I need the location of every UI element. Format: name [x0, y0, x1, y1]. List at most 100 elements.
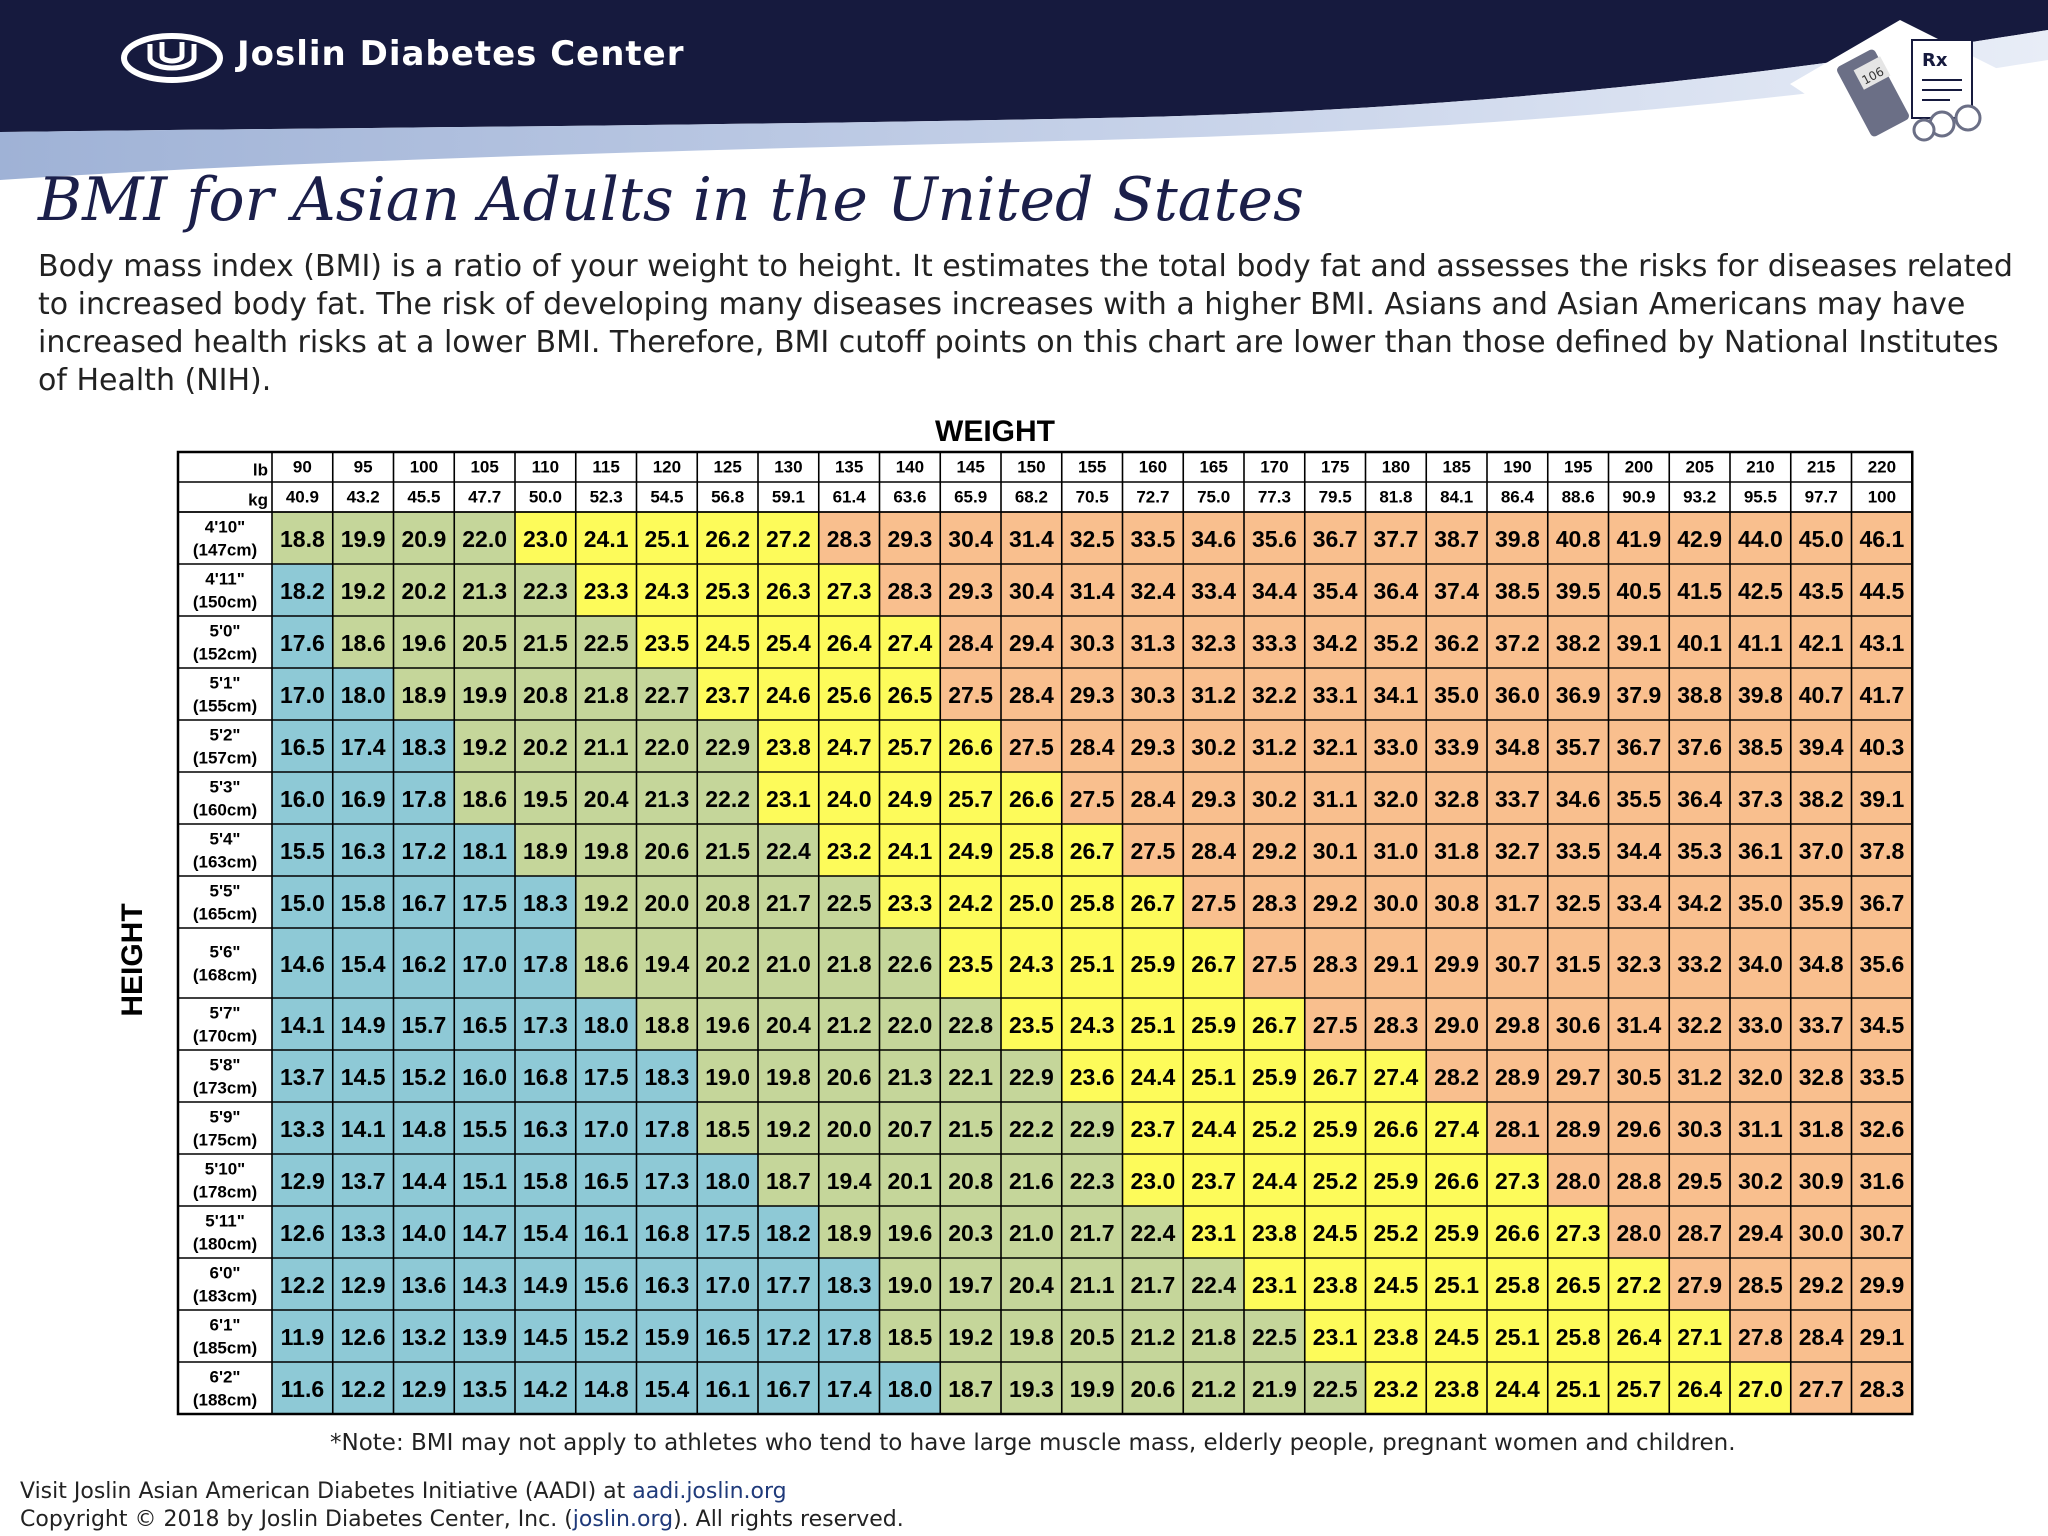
- bmi-cell: [1061, 668, 1123, 720]
- bmi-value: 19.2: [948, 1324, 993, 1350]
- bmi-value: 20.4: [766, 1012, 811, 1038]
- bmi-value: 21.3: [462, 578, 507, 604]
- bmi-cell: [697, 512, 758, 564]
- bmi-value: 18.7: [766, 1168, 811, 1194]
- bmi-value: 21.9: [1252, 1376, 1297, 1402]
- bmi-value: 13.7: [280, 1064, 325, 1090]
- height-cm-label: (170cm): [193, 1027, 257, 1046]
- bmi-value: 26.6: [1009, 786, 1054, 812]
- bmi-value: 18.1: [462, 838, 507, 864]
- bmi-cell: [1851, 1154, 1913, 1206]
- bmi-value: 34.2: [1313, 630, 1358, 656]
- bmi-value: 29.5: [1677, 1168, 1722, 1194]
- bmi-cell: [758, 616, 819, 668]
- bmi-cell: [1061, 512, 1123, 564]
- bmi-cell: [1487, 616, 1548, 668]
- bmi-cell: [697, 668, 758, 720]
- bmi-cell: [1365, 1102, 1427, 1154]
- height-ft-label: 5'9": [209, 1108, 240, 1127]
- bmi-cell: [393, 1258, 455, 1310]
- bmi-value: 28.3: [827, 526, 872, 552]
- bmi-cell: [1183, 928, 1244, 998]
- bmi-cell: [879, 772, 941, 824]
- weight-kg-label: 52.3: [590, 488, 623, 507]
- bmi-cell: [697, 564, 758, 616]
- bmi-cell: [1487, 772, 1548, 824]
- bmi-value: 31.8: [1434, 838, 1479, 864]
- bmi-cell: [1244, 720, 1305, 772]
- bmi-cell: [575, 772, 637, 824]
- bmi-value: 15.6: [584, 1272, 629, 1298]
- bmi-cell: [515, 772, 576, 824]
- bmi-value: 27.1: [1677, 1324, 1722, 1350]
- bmi-value: 13.3: [341, 1220, 386, 1246]
- bmi-cell: [1365, 1310, 1427, 1362]
- bmi-cell: [940, 998, 1001, 1050]
- bmi-value: 35.9: [1799, 890, 1844, 916]
- bmi-cell: [332, 876, 394, 928]
- bmi-value: 22.6: [887, 951, 932, 977]
- joslin-link[interactable]: joslin.org: [572, 1507, 674, 1532]
- bmi-value: 29.9: [1434, 951, 1479, 977]
- bmi-value: 17.2: [766, 1324, 811, 1350]
- bmi-cell: [1122, 668, 1184, 720]
- bmi-cell: [1547, 1154, 1609, 1206]
- bmi-value: 18.5: [705, 1116, 750, 1142]
- height-cm-label: (150cm): [193, 593, 257, 612]
- bmi-value: 33.0: [1373, 734, 1418, 760]
- weight-kg-label: 59.1: [772, 488, 805, 507]
- bmi-cell: [940, 616, 1001, 668]
- bmi-cell: [1669, 1050, 1730, 1102]
- bmi-cell: [1244, 876, 1305, 928]
- bmi-cell: [1183, 1102, 1244, 1154]
- bmi-value: 25.1: [1556, 1376, 1601, 1402]
- bmi-cell: [758, 1102, 819, 1154]
- bmi-value: 20.0: [644, 890, 689, 916]
- bmi-value: 25.4: [766, 630, 811, 656]
- bmi-value: 27.5: [1252, 951, 1297, 977]
- bmi-value: 27.3: [827, 578, 872, 604]
- bmi-value: 23.0: [523, 526, 568, 552]
- weight-lb-label: 190: [1503, 458, 1531, 477]
- bmi-cell: [1851, 1102, 1913, 1154]
- bmi-cell: [1122, 772, 1184, 824]
- bmi-value: 34.6: [1556, 786, 1601, 812]
- bmi-value: 26.6: [1373, 1116, 1418, 1142]
- bmi-value: 25.1: [1191, 1064, 1236, 1090]
- bmi-cell: [636, 720, 698, 772]
- bmi-cell: [575, 824, 637, 876]
- bmi-cell: [818, 1310, 880, 1362]
- bmi-value: 14.6: [280, 951, 325, 977]
- bmi-cell: [454, 720, 515, 772]
- bmi-value: 20.5: [462, 630, 507, 656]
- aadi-link[interactable]: aadi.joslin.org: [632, 1479, 787, 1504]
- bmi-cell: [1183, 668, 1244, 720]
- bmi-value: 37.2: [1495, 630, 1540, 656]
- bmi-value: 25.9: [1313, 1116, 1358, 1142]
- bmi-cell: [1365, 824, 1427, 876]
- bmi-cell: [1426, 824, 1487, 876]
- bmi-value: 24.9: [948, 838, 993, 864]
- bmi-cell: [1790, 1362, 1852, 1414]
- weight-lb-label: 165: [1199, 458, 1227, 477]
- height-ft-label: 5'4": [209, 830, 240, 849]
- bmi-cell: [332, 772, 394, 824]
- bmi-value: 17.5: [584, 1064, 629, 1090]
- weight-lb-label: 110: [532, 458, 559, 477]
- bmi-cell: [1426, 616, 1487, 668]
- visit-line: Visit Joslin Asian American Diabetes Ini…: [20, 1479, 787, 1504]
- bmi-value: 25.7: [1616, 1376, 1661, 1402]
- bmi-value: 23.5: [644, 630, 689, 656]
- bmi-cell: [818, 720, 880, 772]
- bmi-cell: [575, 512, 637, 564]
- bmi-cell: [1487, 876, 1548, 928]
- bmi-cell: [636, 772, 698, 824]
- weight-kg-label: 43.2: [347, 488, 380, 507]
- bmi-value: 17.5: [462, 890, 507, 916]
- bmi-cell: [1122, 1362, 1184, 1414]
- bmi-value: 31.3: [1130, 630, 1175, 656]
- bmi-cell: [1304, 1154, 1366, 1206]
- weight-kg-label: 68.2: [1015, 488, 1048, 507]
- bmi-cell: [1001, 616, 1062, 668]
- bmi-cell: [1851, 876, 1913, 928]
